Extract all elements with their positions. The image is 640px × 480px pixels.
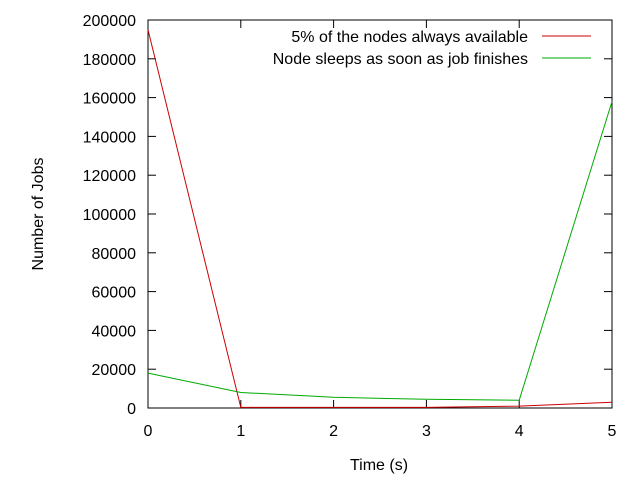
- y-tick-label: 40000: [92, 323, 137, 340]
- y-tick-label: 200000: [83, 13, 136, 30]
- series-line-1: [147, 101, 613, 401]
- x-axis-ticks: 0 1 2 3 4 5: [144, 20, 617, 440]
- y-tick-label: 140000: [83, 129, 136, 146]
- y-tick-label: 60000: [92, 285, 137, 302]
- y-tick-label: 180000: [83, 52, 136, 69]
- x-tick-label: 0: [144, 423, 153, 440]
- y-axis-label: Number of Jobs: [30, 158, 47, 271]
- series-line-0: [147, 29, 613, 408]
- y-tick-label: 100000: [83, 207, 136, 224]
- y-tick-label: 0: [127, 401, 136, 418]
- y-tick-label: 20000: [92, 362, 137, 379]
- plot-area-frame: [147, 19, 613, 409]
- x-tick-label: 4: [515, 423, 524, 440]
- y-axis-ticks: 0 20000 40000 60000 80000 100000 120000 140000 1…: [83, 13, 612, 418]
- y-tick-label: 80000: [92, 246, 137, 263]
- x-axis-label: Time (s): [350, 457, 408, 474]
- legend-label-0: 5% of the nodes always available: [291, 29, 528, 46]
- y-tick-label: 160000: [83, 91, 136, 108]
- legend-label-1: Node sleeps as soon as job finishes: [273, 51, 528, 68]
- legend: 5% of the nodes always available Node sle…: [273, 29, 591, 68]
- x-tick-label: 3: [422, 423, 431, 440]
- series-lines: [147, 29, 613, 408]
- x-tick-label: 1: [236, 423, 245, 440]
- x-tick-label: 5: [608, 423, 617, 440]
- x-tick-label: 2: [329, 423, 338, 440]
- y-tick-label: 120000: [83, 168, 136, 185]
